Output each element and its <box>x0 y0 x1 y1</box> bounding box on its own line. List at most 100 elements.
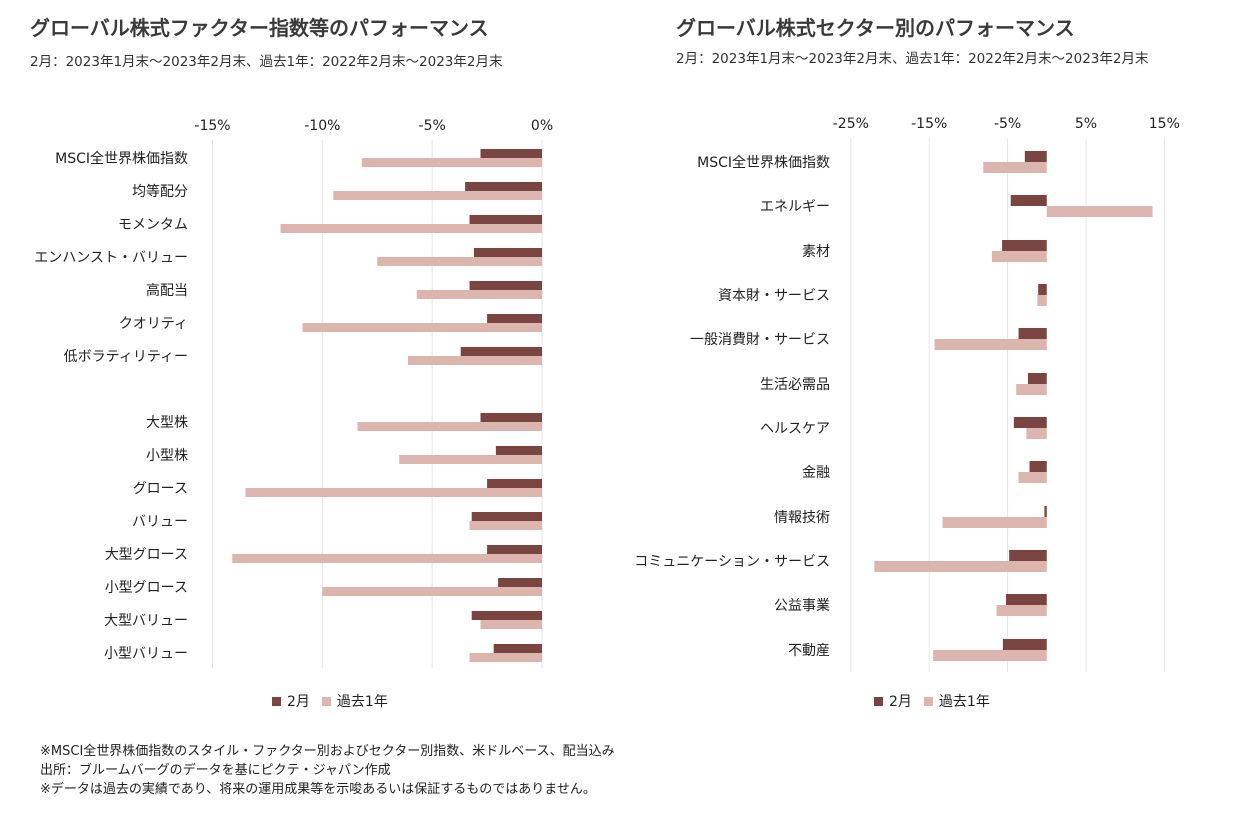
category-label: 大型株 <box>146 415 188 431</box>
category-label: 高配当 <box>146 282 188 299</box>
bar-feb <box>487 479 543 488</box>
bar-feb <box>1027 373 1047 384</box>
category-label: 金融 <box>802 465 830 481</box>
bar-feb <box>1029 461 1047 472</box>
bar-past-year <box>996 605 1047 616</box>
legend-label-year: 過去1年 <box>938 694 990 710</box>
left-chart-title: グローバル株式ファクター指数等のパフォーマンス <box>30 16 489 40</box>
category-label: 均等配分 <box>132 183 188 200</box>
footnote-3: ※データは過去の実績であり、将来の運用成果等を示唆あるいは保証するものではありま… <box>40 782 596 797</box>
bar-feb <box>460 347 543 356</box>
bar-past-year <box>934 339 1047 350</box>
legend-swatch-feb <box>272 696 281 706</box>
bar-feb <box>1038 284 1047 295</box>
x-tick-label: 0% <box>531 118 553 134</box>
category-label: 低ボラティリティー <box>64 349 188 365</box>
bar-past-year <box>469 521 543 530</box>
x-tick-label: 5% <box>1075 116 1097 132</box>
category-label: 小型グロース <box>105 580 188 596</box>
bar-past-year <box>1046 206 1153 217</box>
category-label: 素材 <box>802 244 830 260</box>
category-label: モメンタム <box>118 217 188 233</box>
x-tick-label: 15% <box>1149 116 1180 132</box>
x-tick-label: -15% <box>194 118 230 134</box>
bar-past-year <box>933 650 1047 661</box>
bar-feb <box>469 281 543 290</box>
bar-feb <box>480 149 543 158</box>
x-tick-label: -25% <box>833 116 869 132</box>
bar-past-year <box>357 422 543 431</box>
category-label: クオリティ <box>119 316 188 332</box>
category-label: ヘルスケア <box>760 421 830 437</box>
right-legend: 2月 過去1年 <box>874 691 990 711</box>
legend-label-year: 過去1年 <box>336 694 388 710</box>
bar-feb <box>471 512 543 521</box>
bar-past-year <box>1026 428 1047 439</box>
bar-feb <box>498 578 543 587</box>
category-label: MSCI全世界株価指数 <box>55 150 188 167</box>
bar-past-year <box>480 620 543 629</box>
x-tick-label: -15% <box>911 116 947 132</box>
bar-past-year <box>377 257 543 266</box>
bar-past-year <box>1037 295 1047 306</box>
category-label: 大型グロース <box>105 547 188 563</box>
category-label: 小型株 <box>146 448 188 464</box>
category-label: MSCI全世界株価指数 <box>697 154 830 171</box>
left-chart-subtitle: 2月：2023年1月末～2023年2月末、過去1年：2022年2月末～2023年… <box>30 54 503 70</box>
bar-feb <box>1002 240 1047 251</box>
bar-feb <box>473 248 543 257</box>
right-chart-subtitle: 2月：2023年1月末～2023年2月末、過去1年：2022年2月末～2023年… <box>676 51 1149 67</box>
bar-past-year <box>302 323 543 332</box>
category-label: 情報技術 <box>774 510 830 526</box>
bar-past-year <box>280 224 543 233</box>
bar-feb <box>487 545 543 554</box>
category-label: 不動産 <box>788 643 830 659</box>
bar-feb <box>1024 151 1047 162</box>
bar-past-year <box>399 455 543 464</box>
bar-feb <box>495 446 543 455</box>
bar-feb <box>1009 550 1047 561</box>
bar-past-year <box>361 158 543 167</box>
bar-feb <box>1044 506 1047 517</box>
category-label: エネルギー <box>760 199 830 215</box>
bar-past-year <box>416 290 543 299</box>
left-legend: 2月 過去1年 <box>272 691 388 711</box>
category-label: 資本財・サービス <box>718 288 830 304</box>
bar-feb <box>493 644 543 653</box>
bar-past-year <box>322 587 543 596</box>
bar-feb <box>480 413 543 422</box>
footnotes: ※MSCI全世界株価指数のスタイル・ファクター別およびセクター別指数、米ドルベー… <box>40 742 615 799</box>
category-label: エンハンスト・バリュー <box>34 250 188 266</box>
bar-past-year <box>874 561 1047 572</box>
x-tick-label: -10% <box>304 118 340 134</box>
category-label: グロース <box>133 481 188 497</box>
bar-feb <box>487 314 543 323</box>
bar-past-year <box>408 356 543 365</box>
bar-feb <box>1013 417 1047 428</box>
category-label: 一般消費財・サービス <box>690 332 830 348</box>
bar-past-year <box>983 162 1047 173</box>
bar-feb <box>1002 639 1047 650</box>
category-label: 生活必需品 <box>760 377 830 393</box>
x-tick-label: -5% <box>419 118 446 134</box>
bar-past-year <box>333 191 543 200</box>
bar-feb <box>1018 328 1047 339</box>
legend-label-feb: 2月 <box>889 694 912 710</box>
bar-feb <box>469 215 543 224</box>
bar-past-year <box>245 488 543 497</box>
bar-past-year <box>232 554 543 563</box>
bar-feb <box>1006 594 1047 605</box>
category-label: 小型バリュー <box>104 646 188 662</box>
category-label: 公益事業 <box>774 598 830 614</box>
bar-past-year <box>991 251 1047 262</box>
bar-feb <box>465 182 543 191</box>
legend-label-feb: 2月 <box>287 694 310 710</box>
bar-past-year <box>469 653 543 662</box>
bar-feb <box>1010 195 1047 206</box>
bar-past-year <box>1016 384 1047 395</box>
legend-swatch-year <box>321 696 331 706</box>
footnote-1: ※MSCI全世界株価指数のスタイル・ファクター別およびセクター別指数、米ドルベー… <box>40 744 615 759</box>
x-tick-label: -5% <box>994 116 1021 132</box>
legend-swatch-year <box>923 696 933 706</box>
